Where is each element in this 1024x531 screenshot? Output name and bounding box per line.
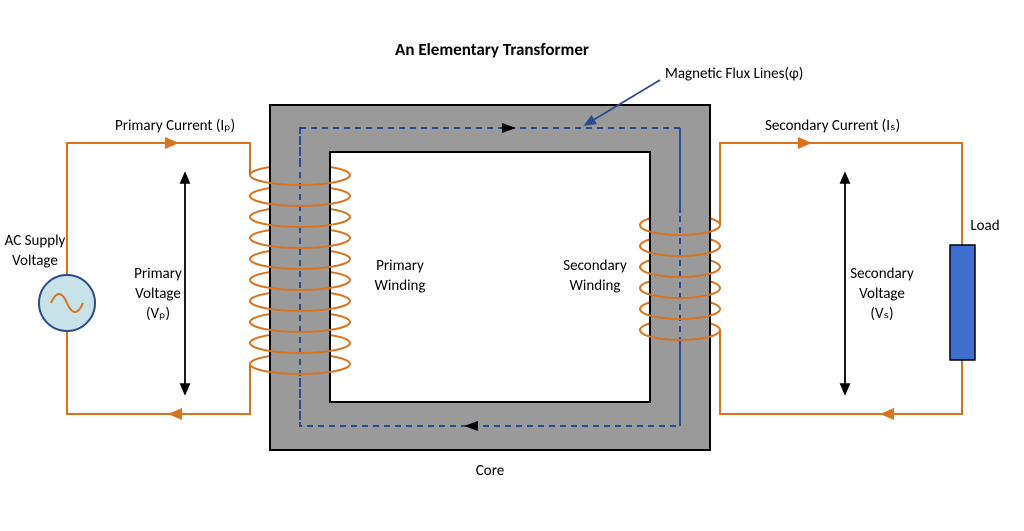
ac-source bbox=[39, 275, 95, 331]
secondary-current-label: Secondary Current (Iₛ) bbox=[765, 117, 900, 135]
flux-label: Magnetic Flux Lines(φ) bbox=[665, 65, 803, 83]
primary-voltage-l3: (Vₚ) bbox=[146, 305, 170, 323]
secondary-voltage-l1: Secondary bbox=[850, 265, 914, 283]
core-label: Core bbox=[476, 462, 504, 480]
primary-voltage-l2: Voltage bbox=[135, 285, 181, 303]
ac-supply-l1: AC Supply bbox=[5, 232, 66, 250]
diagram-title: An Elementary Transformer bbox=[395, 39, 589, 60]
primary-voltage-l1: Primary bbox=[134, 265, 182, 283]
secondary-winding-l2: Winding bbox=[570, 277, 621, 295]
secondary-voltage-l3: (Vₛ) bbox=[870, 305, 893, 323]
load-label: Load bbox=[970, 217, 999, 235]
primary-winding-l1: Primary bbox=[376, 257, 424, 275]
primary-winding-l2: Winding bbox=[375, 277, 426, 295]
secondary-voltage-l2: Voltage bbox=[859, 285, 905, 303]
load bbox=[950, 245, 975, 360]
secondary-winding-l1: Secondary bbox=[563, 257, 627, 275]
core bbox=[270, 105, 710, 450]
ac-supply-l2: Voltage bbox=[12, 252, 58, 270]
transformer-diagram: An Elementary Transformer Magnetic Flux L… bbox=[0, 0, 1024, 531]
flux-lines bbox=[300, 123, 680, 431]
primary-current-label: Primary Current (Iₚ) bbox=[115, 117, 235, 135]
